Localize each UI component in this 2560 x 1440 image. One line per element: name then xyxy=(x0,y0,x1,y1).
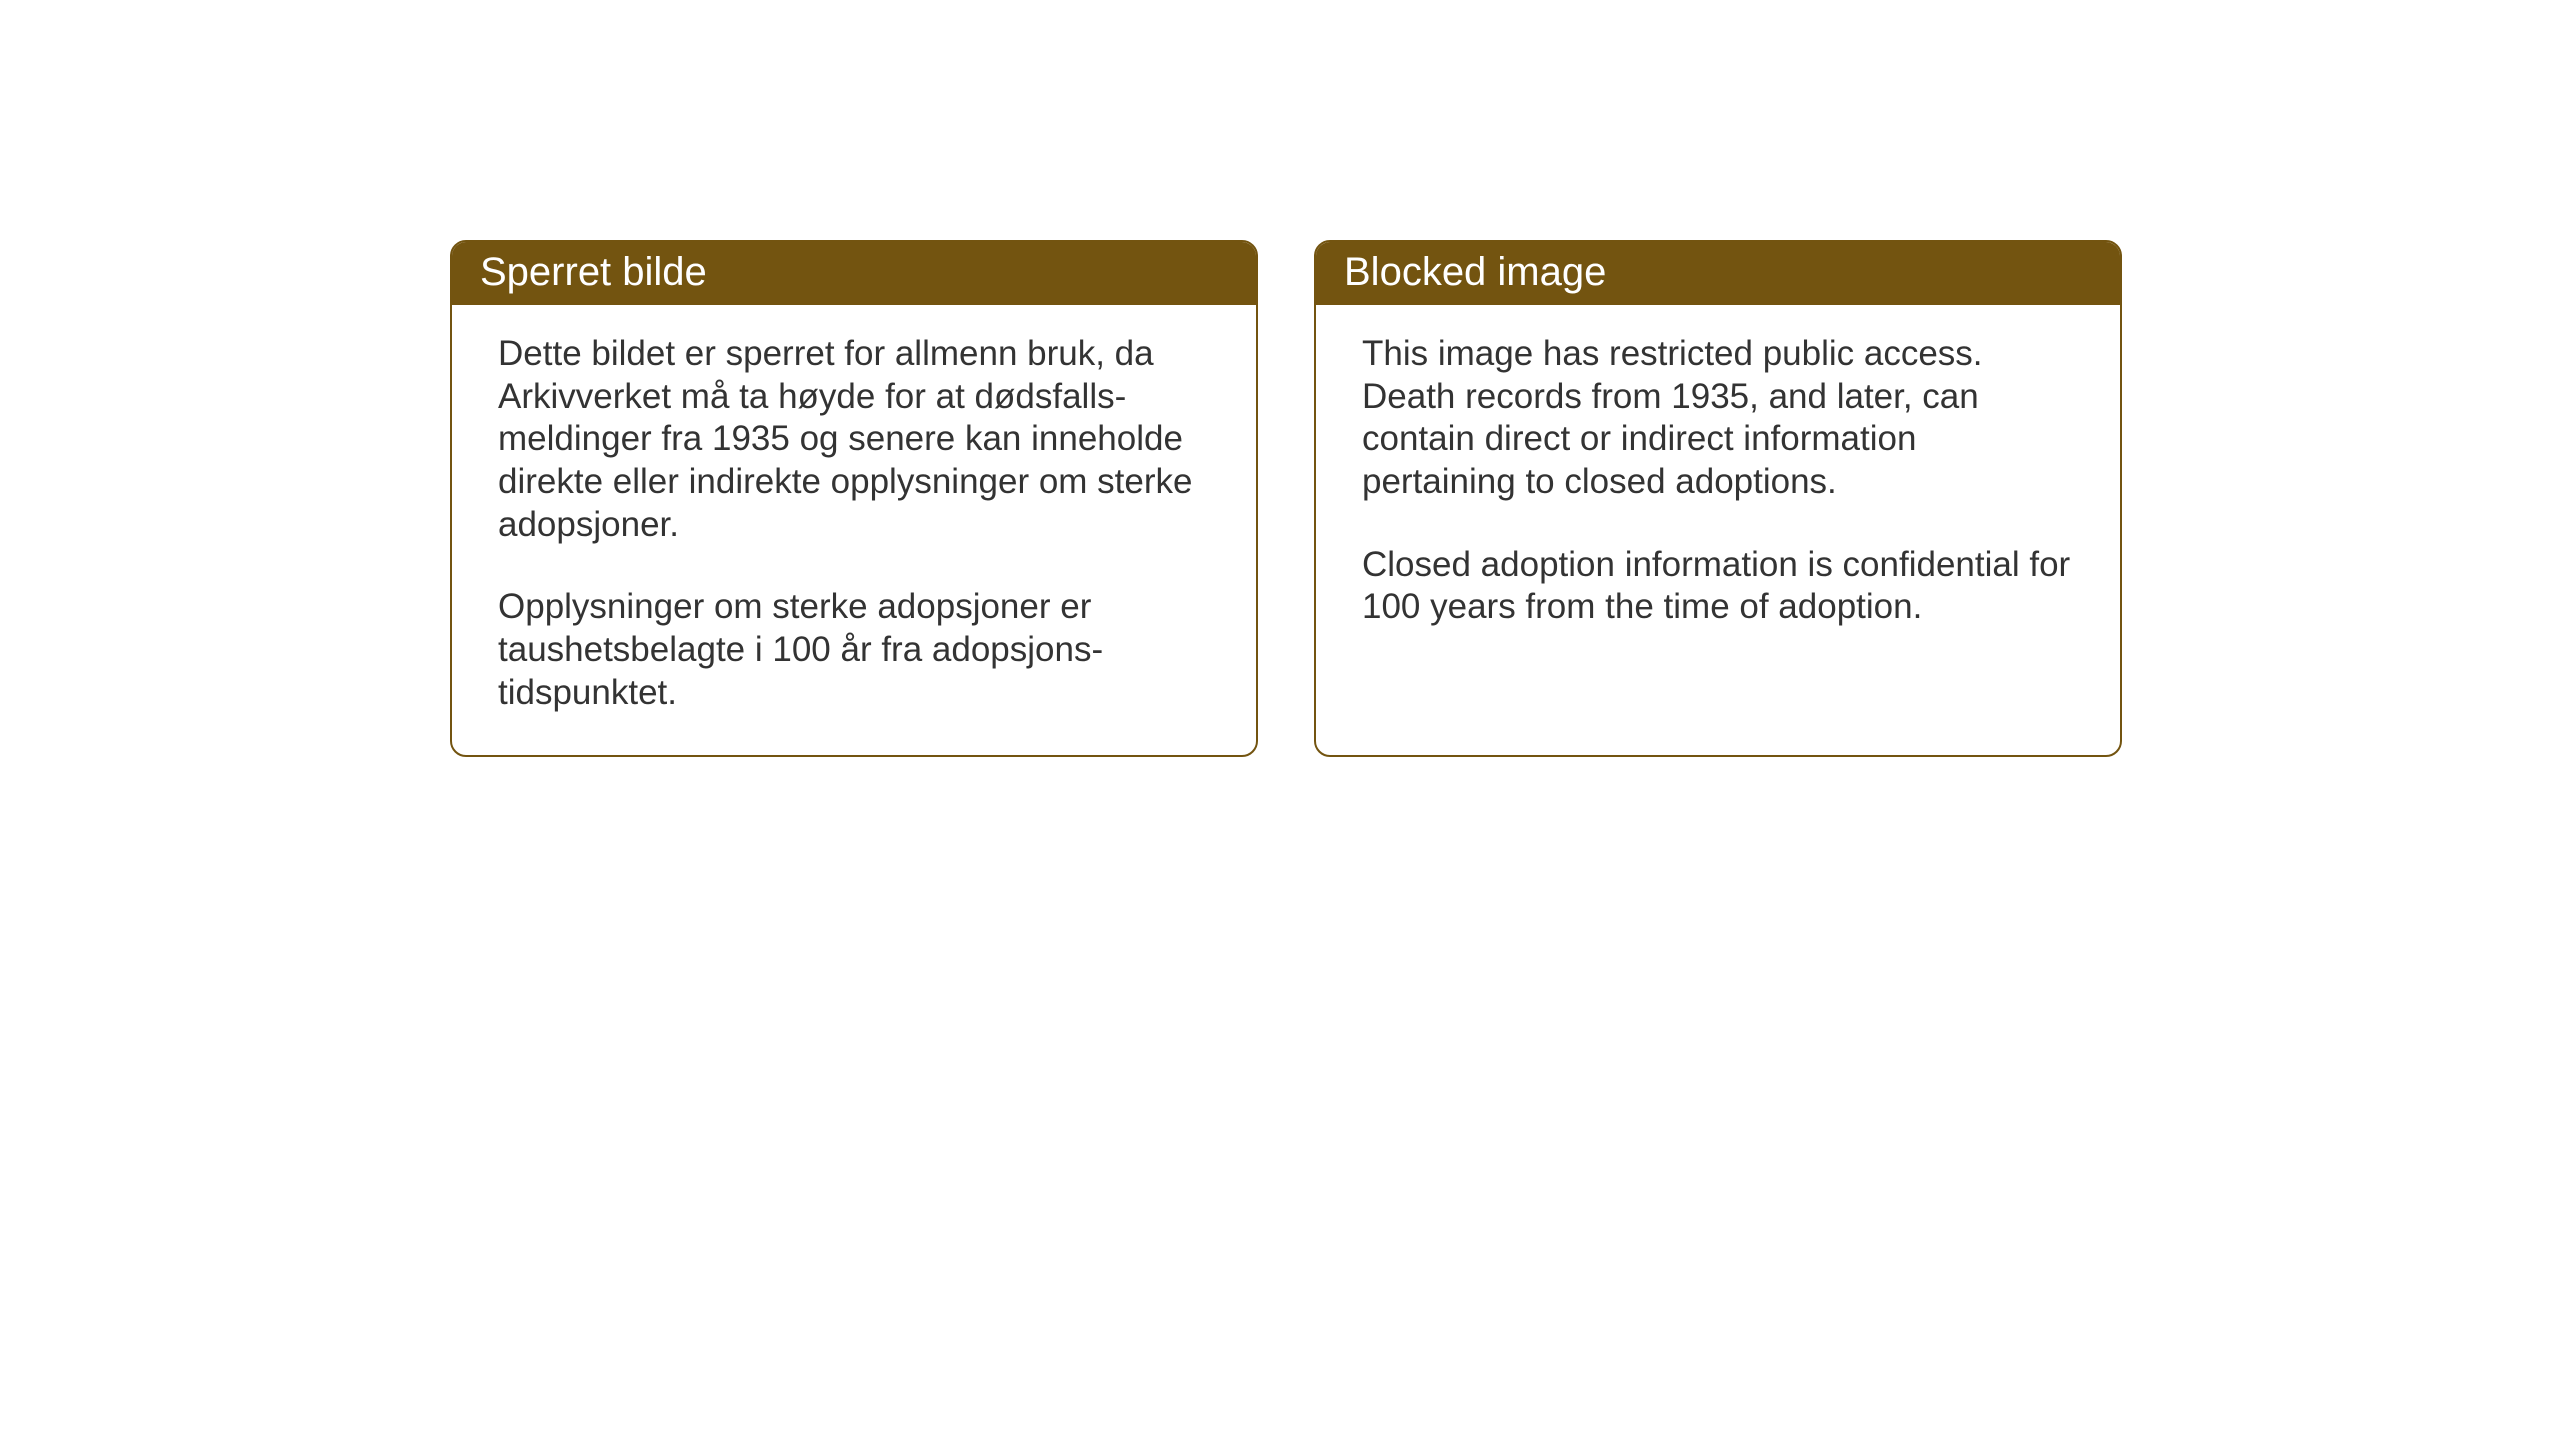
notice-container: Sperret bilde Dette bildet er sperret fo… xyxy=(450,240,2122,757)
notice-paragraph: Opplysninger om sterke adopsjoner er tau… xyxy=(498,586,1210,714)
notice-box-norwegian: Sperret bilde Dette bildet er sperret fo… xyxy=(450,240,1258,757)
notice-header-english: Blocked image xyxy=(1316,242,2120,305)
notice-paragraph: Closed adoption information is confident… xyxy=(1362,544,2074,629)
notice-paragraph: Dette bildet er sperret for allmenn bruk… xyxy=(498,333,1210,546)
notice-body-norwegian: Dette bildet er sperret for allmenn bruk… xyxy=(452,305,1256,755)
notice-header-norwegian: Sperret bilde xyxy=(452,242,1256,305)
notice-box-english: Blocked image This image has restricted … xyxy=(1314,240,2122,757)
notice-body-english: This image has restricted public access.… xyxy=(1316,305,2120,725)
notice-paragraph: This image has restricted public access.… xyxy=(1362,333,2074,504)
